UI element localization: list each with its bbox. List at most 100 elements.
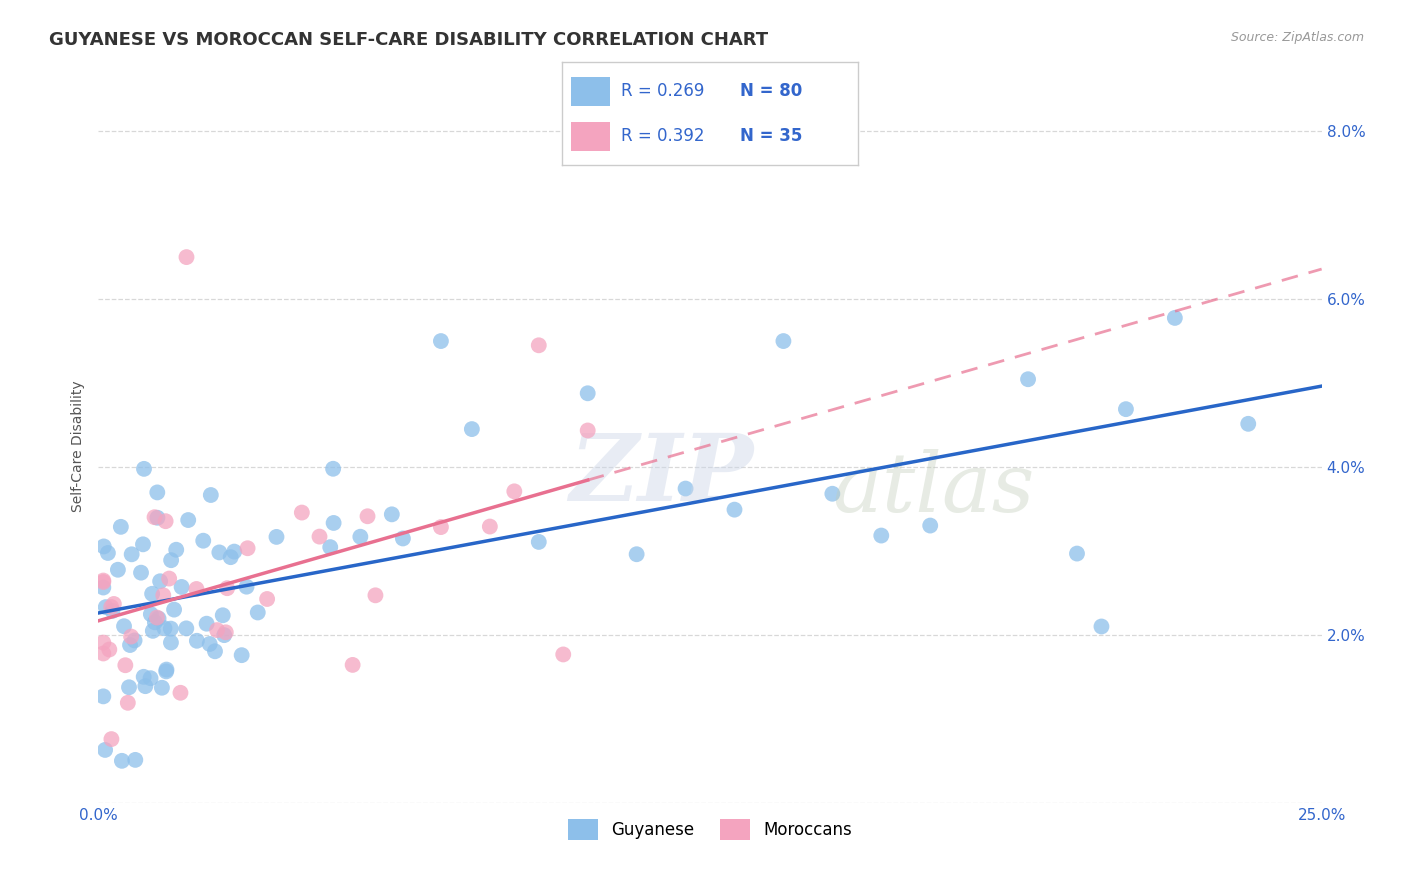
Point — [121, 547, 143, 561]
Point — [101, 604, 124, 618]
Point — [195, 616, 218, 631]
Point — [186, 633, 208, 648]
Point — [118, 680, 141, 694]
Legend: Guyanese, Moroccans: Guyanese, Moroccans — [560, 811, 860, 848]
Point — [356, 509, 378, 524]
Point — [217, 581, 239, 595]
Point — [461, 422, 484, 436]
Point — [176, 250, 198, 264]
Point — [103, 597, 125, 611]
Point — [165, 542, 187, 557]
Point — [772, 334, 794, 348]
Point — [308, 530, 330, 544]
Point — [132, 462, 155, 476]
Text: N = 35: N = 35 — [740, 128, 801, 145]
Point — [319, 540, 342, 554]
Point — [200, 488, 222, 502]
Point — [160, 635, 183, 649]
Point — [134, 679, 156, 693]
Point — [129, 566, 152, 580]
Text: R = 0.269: R = 0.269 — [621, 82, 704, 100]
Point — [349, 530, 371, 544]
Point — [215, 625, 238, 640]
Point — [246, 606, 269, 620]
Point — [143, 615, 166, 630]
Point — [322, 462, 344, 476]
Point — [430, 520, 453, 534]
Point — [174, 621, 197, 635]
Point — [152, 588, 174, 602]
Point — [118, 638, 141, 652]
Point — [117, 696, 139, 710]
Point — [132, 537, 155, 551]
Point — [576, 424, 599, 438]
Text: Source: ZipAtlas.com: Source: ZipAtlas.com — [1230, 31, 1364, 45]
Point — [141, 587, 163, 601]
Point — [205, 623, 228, 637]
Point — [576, 386, 599, 401]
Point — [148, 611, 170, 625]
Point — [91, 581, 114, 595]
Point — [139, 607, 162, 622]
Point — [157, 572, 180, 586]
Text: N = 80: N = 80 — [740, 82, 801, 100]
Point — [146, 610, 169, 624]
Point — [675, 482, 697, 496]
Point — [160, 553, 183, 567]
Point — [111, 754, 134, 768]
Point — [163, 602, 186, 616]
Point — [100, 600, 122, 615]
Point — [503, 484, 526, 499]
Point — [146, 510, 169, 524]
Point — [224, 544, 246, 558]
Point — [97, 546, 120, 560]
Point — [527, 338, 550, 352]
Point — [142, 624, 165, 638]
Point — [1237, 417, 1260, 431]
Point — [170, 580, 193, 594]
Point — [98, 642, 121, 657]
Point — [870, 528, 893, 542]
Point — [235, 580, 257, 594]
Point — [94, 743, 117, 757]
Point — [120, 630, 142, 644]
Point — [231, 648, 253, 662]
Point — [193, 533, 215, 548]
Point — [204, 644, 226, 658]
Point — [150, 681, 173, 695]
Point — [153, 621, 176, 635]
Point — [169, 686, 191, 700]
Point — [124, 753, 146, 767]
Point — [478, 519, 501, 533]
Point — [723, 502, 745, 516]
Point — [1115, 402, 1137, 417]
Point — [527, 535, 550, 549]
Bar — [571, 77, 610, 105]
Point — [212, 628, 235, 642]
Point — [1164, 310, 1187, 325]
Point — [114, 658, 136, 673]
Point — [91, 575, 114, 590]
Point — [208, 545, 231, 559]
Point — [91, 690, 114, 704]
Point — [1066, 547, 1088, 561]
Point — [93, 540, 115, 554]
Point — [91, 574, 114, 588]
Point — [107, 563, 129, 577]
Point — [236, 541, 259, 556]
Text: ZIP: ZIP — [569, 430, 754, 519]
Point — [139, 671, 162, 685]
Point — [1090, 619, 1112, 633]
Text: R = 0.392: R = 0.392 — [621, 128, 704, 145]
Point — [155, 665, 177, 679]
Point — [155, 663, 177, 677]
Bar — [571, 122, 610, 151]
Point — [430, 334, 453, 348]
Point — [256, 592, 278, 607]
Point — [626, 547, 648, 561]
Point — [146, 485, 169, 500]
Point — [132, 670, 155, 684]
Point — [392, 532, 415, 546]
Point — [155, 514, 177, 528]
Point — [821, 487, 844, 501]
